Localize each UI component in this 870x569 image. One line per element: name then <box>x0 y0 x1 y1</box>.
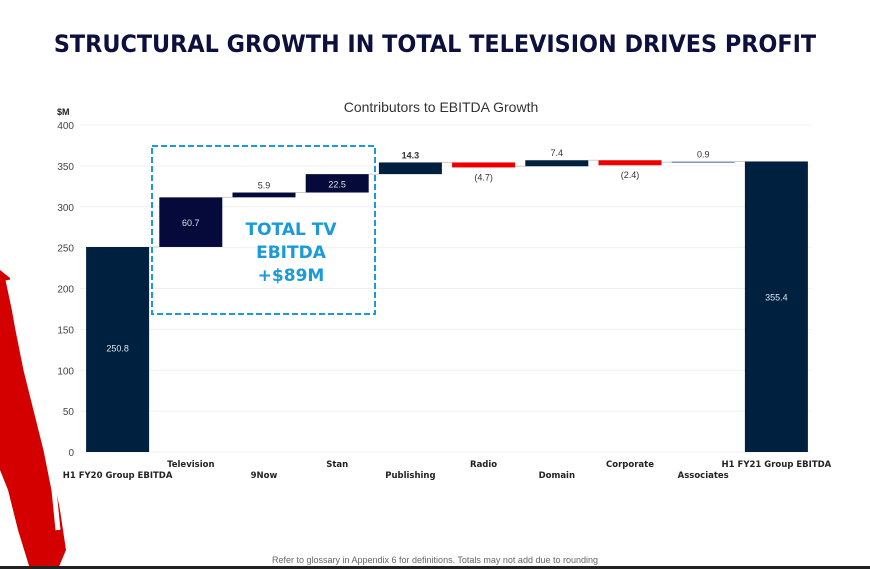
decorative-figure-image <box>0 270 66 569</box>
x-axis-label: H1 FY20 Group EBITDA <box>63 471 173 481</box>
callout-line-3: +$89M <box>258 266 325 286</box>
x-axis-label: Domain <box>539 471 575 481</box>
data-label: (4.7) <box>474 172 493 182</box>
x-axis-label: 9Now <box>251 471 278 481</box>
x-axis-label: Radio <box>470 460 497 470</box>
y-axis-label: $M <box>57 107 70 117</box>
bar-stan <box>305 174 369 193</box>
x-axis-label: Associates <box>678 471 729 481</box>
bar-television <box>159 197 223 247</box>
y-tick-label: 400 <box>57 121 74 132</box>
bar-domain <box>525 160 589 167</box>
data-labels: 250.8 60.7 5.9 22.5 14.3 (4.7) 7.4 (2.4) 0.9 355.… <box>106 148 787 353</box>
callout-line-1: TOTAL TV <box>246 220 338 240</box>
bar-9now <box>232 192 296 198</box>
bottom-rule <box>0 566 870 569</box>
data-label: 250.8 <box>106 343 129 353</box>
chart-title: Contributors to EBITDA Growth <box>344 99 539 115</box>
y-tick-label: 350 <box>57 162 74 173</box>
bar-h1-fy20-group-ebitda <box>86 246 150 452</box>
x-axis-label: Television <box>167 460 214 470</box>
bar-radio <box>452 162 516 168</box>
data-label: 355.4 <box>765 293 788 303</box>
y-tick-label: 50 <box>63 407 75 418</box>
y-axis-ticks: 0 50 100 150 200 250 300 350 400 <box>57 121 74 459</box>
bar-associates <box>671 161 735 163</box>
bar-h1-fy21-group-ebitda <box>744 161 808 452</box>
bar-publishing <box>378 162 442 175</box>
y-tick-label: 100 <box>57 366 74 377</box>
bars <box>86 160 808 452</box>
data-label: 5.9 <box>258 181 271 191</box>
y-tick-label: 200 <box>57 285 74 296</box>
callout-line-2: EBITDA <box>256 243 327 263</box>
connectors <box>149 159 745 248</box>
gridlines <box>80 124 812 453</box>
y-tick-label: 250 <box>57 244 74 255</box>
bar-corporate <box>598 160 662 166</box>
y-tick-label: 0 <box>68 448 74 459</box>
y-tick-label: 150 <box>57 325 74 336</box>
y-tick-label: 300 <box>57 203 74 214</box>
data-label: (2.4) <box>621 170 640 180</box>
data-label: 14.3 <box>402 150 420 160</box>
data-label: 7.4 <box>551 148 564 158</box>
data-label: 0.9 <box>697 149 710 159</box>
footnote: Refer to glossary in Appendix 6 for defi… <box>271 555 599 565</box>
x-axis-label: Stan <box>326 460 348 470</box>
x-axis-label: H1 FY21 Group EBITDA <box>722 460 832 470</box>
data-label: 60.7 <box>182 218 200 228</box>
data-label: 22.5 <box>328 179 346 189</box>
slide-title: STRUCTURAL GROWTH IN TOTAL TELEVISION DR… <box>53 30 817 58</box>
x-axis-label: Corporate <box>606 460 654 470</box>
total-tv-callout-box <box>151 145 376 315</box>
x-axis-label: Publishing <box>385 471 435 481</box>
